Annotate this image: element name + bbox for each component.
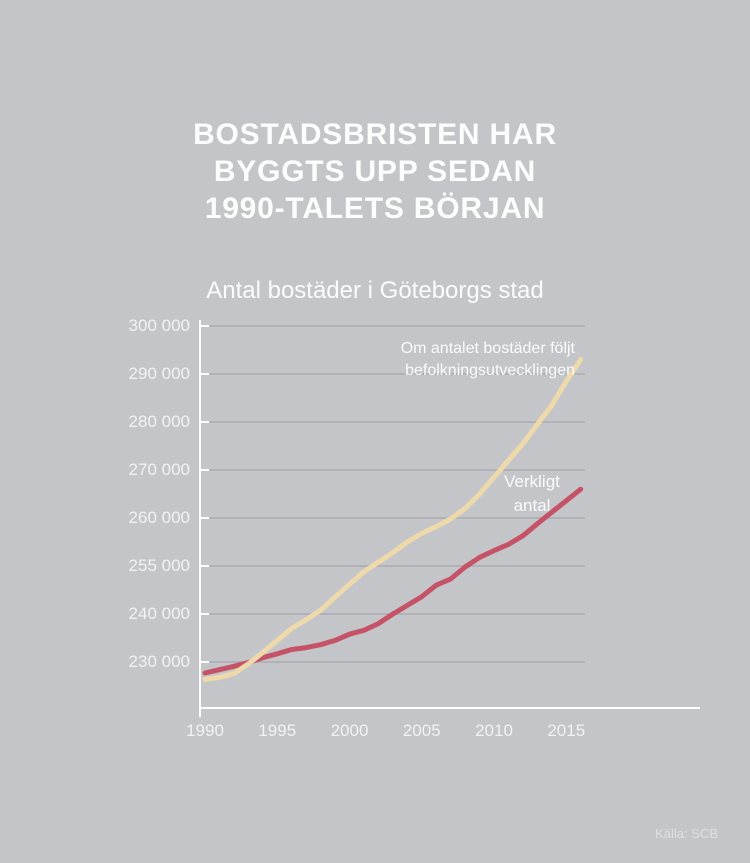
annotation-actual-line: Verkligt antal [472, 470, 592, 518]
series-actual-line [202, 486, 584, 676]
annotation-actual-line-2: antal [513, 496, 551, 515]
chart-title: Antal bostäder i Göteborgs stad [206, 277, 544, 304]
x-axis-label: 1995 [258, 721, 297, 740]
annotation-projected-line: Om antalet bostäder följt befolkningsutv… [401, 338, 575, 382]
annotation-projected-line-1: Om antalet bostäder följt [400, 340, 575, 357]
x-axis-label: 2000 [330, 721, 369, 740]
x-axis-label: 2015 [547, 721, 586, 740]
series-projected-line [202, 357, 584, 682]
y-axis-label: 300 000 [128, 316, 190, 335]
y-axis-label: 260 000 [128, 508, 190, 527]
y-axis-label: 230 000 [128, 652, 190, 671]
annotation-projected-line-2: befolkningsutvecklingen [405, 362, 575, 379]
y-axis-label: 255 000 [128, 556, 190, 575]
x-axis-label: 2010 [475, 721, 513, 740]
y-axis-label: 240 000 [128, 604, 190, 623]
main-title-line-3: 1990-TALETS BÖRJAN [204, 192, 546, 225]
y-axis-label: 280 000 [128, 412, 190, 431]
main-title: BOSTADSBRISTEN HAR BYGGTS UPP SEDAN 1990… [0, 116, 750, 227]
y-axis-labels: 230 000 240 000 255 000 260 000 270 000 280 0… [0, 0, 190, 863]
main-title-line-2: BYGGTS UPP SEDAN [213, 155, 537, 188]
main-title-line-1: BOSTADSBRISTEN HAR [193, 118, 557, 151]
x-axis-label: 2005 [402, 721, 441, 740]
y-axis-label: 290 000 [128, 364, 190, 383]
annotation-actual-line-1: Verkligt [504, 472, 560, 491]
y-axis-label: 270 000 [128, 460, 190, 479]
source-note: Källa: SCB [655, 826, 718, 841]
x-axis-label: 1990 [186, 721, 224, 740]
